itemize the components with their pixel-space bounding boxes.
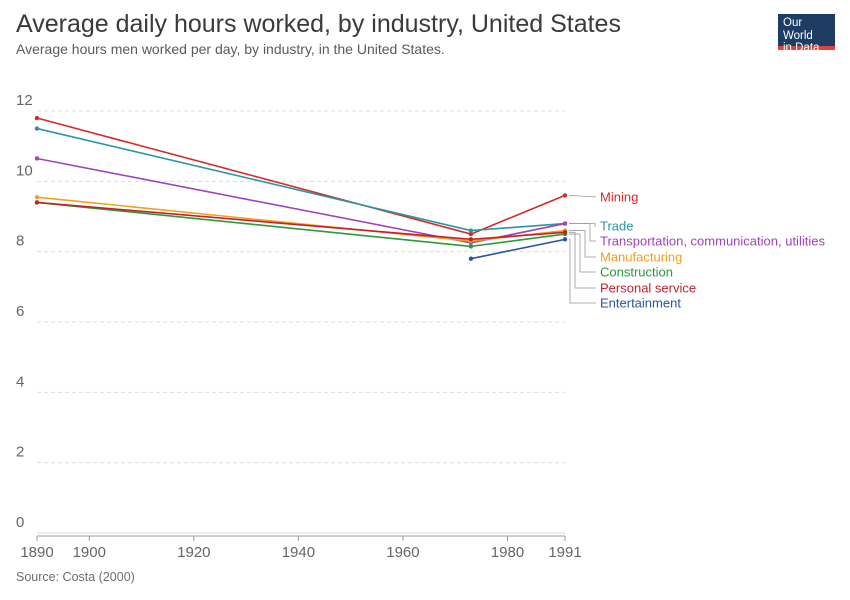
y-tick-label: 6 bbox=[16, 303, 24, 320]
data-point bbox=[562, 221, 568, 226]
label-connector bbox=[569, 223, 596, 242]
data-point bbox=[562, 193, 568, 198]
series-label: Trade bbox=[600, 219, 633, 234]
series-lines bbox=[34, 115, 568, 261]
series-label: Manufacturing bbox=[600, 250, 682, 265]
x-tick-label: 1991 bbox=[548, 544, 581, 561]
data-point bbox=[34, 194, 40, 200]
our-world-in-data-logo[interactable]: Our World in Data bbox=[778, 14, 835, 54]
label-connector bbox=[569, 230, 596, 258]
data-point bbox=[468, 237, 474, 242]
data-point bbox=[562, 237, 568, 242]
y-tick-label: 2 bbox=[16, 444, 24, 461]
chart-subtitle: Average hours men worked per day, by ind… bbox=[16, 41, 445, 57]
y-tick-label: 0 bbox=[16, 514, 24, 531]
data-point bbox=[468, 244, 474, 249]
series-line bbox=[36, 201, 566, 241]
series-line bbox=[36, 117, 566, 235]
series-label: Entertainment bbox=[600, 296, 681, 311]
series-label: Construction bbox=[600, 265, 673, 280]
label-connector bbox=[568, 195, 597, 198]
label-connector bbox=[569, 233, 596, 273]
data-point bbox=[468, 228, 474, 233]
x-tick-label: 1920 bbox=[177, 544, 210, 561]
x-tick-label: 1980 bbox=[491, 544, 524, 561]
data-point bbox=[34, 115, 40, 121]
y-tick-label: 8 bbox=[16, 233, 24, 250]
label-connector bbox=[569, 231, 596, 289]
series-line bbox=[36, 196, 566, 242]
data-point bbox=[562, 230, 568, 235]
label-connectors bbox=[568, 195, 597, 304]
y-tick-label: 4 bbox=[16, 373, 24, 390]
label-connector bbox=[569, 238, 596, 304]
series-label: Mining bbox=[600, 190, 638, 205]
series-line bbox=[36, 127, 566, 232]
y-axis: 0 2 4 6 8 10 12 bbox=[16, 92, 33, 531]
grid-lines bbox=[37, 110, 565, 534]
x-axis: 1890 1900 1920 1940 1960 1980 1991 bbox=[20, 535, 582, 561]
logo-line-1: Our World bbox=[783, 17, 813, 42]
x-tick-label: 1900 bbox=[73, 544, 106, 561]
data-point bbox=[468, 231, 474, 237]
x-tick-label: 1940 bbox=[282, 544, 315, 561]
x-tick-label: 1890 bbox=[20, 544, 53, 561]
x-tick-label: 1960 bbox=[386, 544, 419, 561]
logo-line-2: in Data bbox=[783, 42, 820, 54]
data-point bbox=[34, 156, 40, 161]
series-label: Transportation, communication, utilities bbox=[600, 234, 825, 249]
y-tick-label: 12 bbox=[16, 92, 33, 109]
series-line bbox=[470, 238, 566, 260]
data-point bbox=[468, 256, 474, 261]
data-point bbox=[34, 126, 40, 131]
chart-title: Average daily hours worked, by industry,… bbox=[16, 10, 621, 38]
source-note: Source: Costa (2000) bbox=[16, 570, 135, 584]
data-point bbox=[34, 200, 40, 205]
series-label: Personal service bbox=[600, 281, 696, 296]
y-tick-label: 10 bbox=[16, 162, 33, 179]
